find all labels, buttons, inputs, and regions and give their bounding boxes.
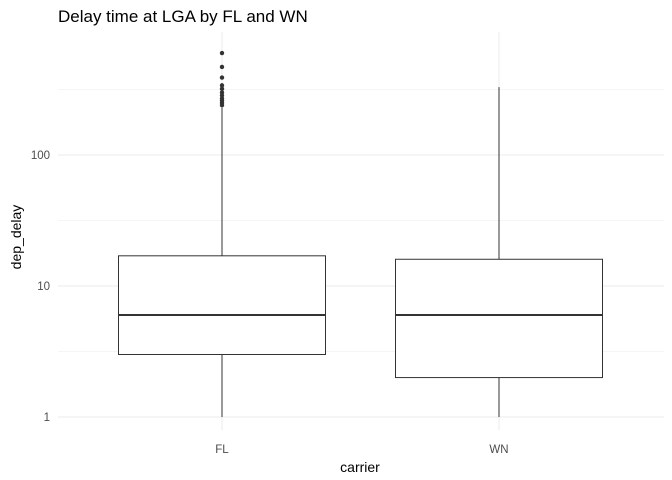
y-tick-label: 100	[31, 150, 50, 162]
y-axis-ticks: 1 10 100	[31, 150, 50, 424]
x-axis-title: carrier	[340, 459, 380, 475]
boxplot-wn	[395, 87, 603, 417]
outlier-point	[219, 64, 225, 70]
y-tick-label: 1	[44, 412, 50, 424]
x-tick-label: FL	[215, 444, 229, 456]
outlier-point	[219, 50, 225, 56]
outlier-point	[219, 90, 225, 95]
boxplots	[118, 50, 603, 417]
y-tick-label: 10	[37, 281, 50, 293]
outlier-point	[219, 83, 225, 88]
chart-title: Delay time at LGA by FL and WN	[58, 7, 308, 26]
boxplot-fl	[118, 50, 326, 417]
iqr-box	[118, 255, 326, 355]
x-axis-ticks: FL WN	[215, 444, 508, 456]
outlier-point	[219, 75, 225, 80]
x-tick-label: WN	[489, 444, 508, 456]
y-axis-title: dep_delay	[8, 205, 24, 270]
outlier-point	[219, 96, 225, 101]
outlier-point	[219, 86, 225, 92]
iqr-box	[395, 258, 603, 379]
